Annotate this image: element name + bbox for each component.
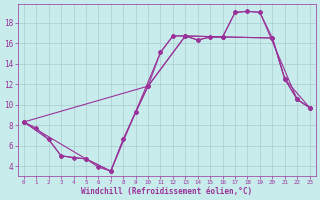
X-axis label: Windchill (Refroidissement éolien,°C): Windchill (Refroidissement éolien,°C) — [81, 187, 252, 196]
